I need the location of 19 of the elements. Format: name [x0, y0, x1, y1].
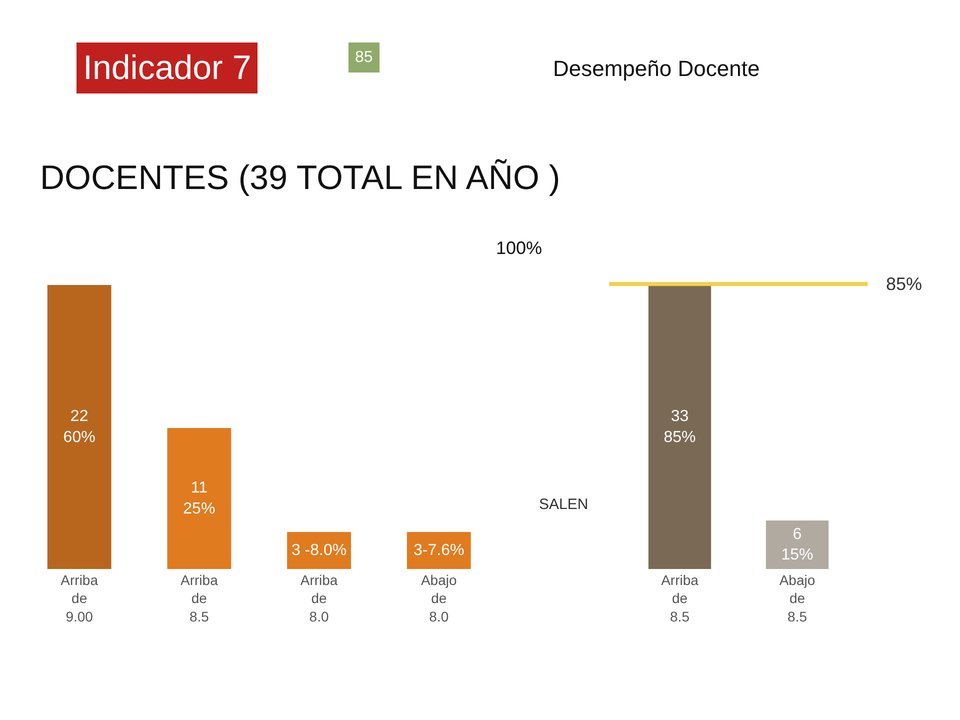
x-tick-label: Abajo de 8.5: [779, 572, 816, 624]
chart-title: DOCENTES (39 TOTAL EN AÑO ): [40, 159, 560, 197]
x-tick-label: Abajo de 8.0: [420, 572, 457, 624]
data-label: 3 -8.0%: [291, 542, 347, 560]
text: SALEN: [539, 496, 588, 513]
data-label: 33 85%: [664, 408, 696, 446]
ref-line-label: 85%: [886, 274, 922, 294]
text: 85: [355, 49, 373, 66]
x-tick-label: Arriba de 8.5: [180, 572, 218, 624]
text: Indicador 7: [83, 49, 252, 87]
x-tick-label: Arriba de 8.0: [300, 572, 338, 624]
x-tick-label: Arriba de 9.00: [60, 572, 98, 624]
data-label: 6 15%: [781, 526, 814, 564]
text: 100%: [496, 238, 542, 258]
text: Desempeño Docente: [553, 56, 760, 81]
data-label: 11 25%: [183, 480, 216, 518]
x-tick-label: Arriba de 8.5: [661, 572, 699, 624]
data-label: 22 60%: [63, 408, 96, 446]
data-label: 3-7.6%: [414, 542, 464, 560]
